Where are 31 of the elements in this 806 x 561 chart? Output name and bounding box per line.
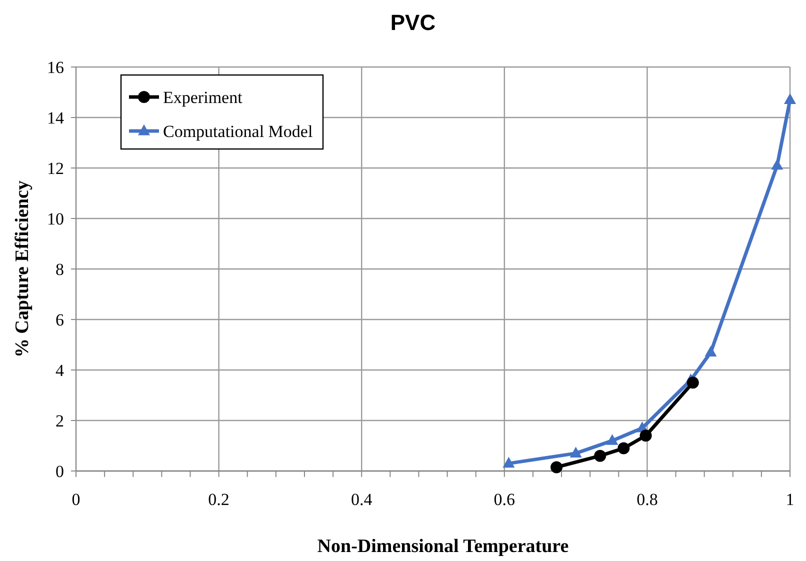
point (606, 434, 618, 445)
y-tick-label: 6 (56, 310, 64, 330)
legend-label: Experiment (163, 88, 243, 107)
point (640, 430, 652, 442)
y-axis-title: % Capture Efficiency (12, 180, 33, 358)
y-tick-label: 4 (56, 361, 64, 380)
point (784, 93, 796, 104)
x-tick-label: 0.4 (350, 490, 373, 509)
y-tick-label: 8 (56, 260, 64, 279)
y-tick-label: 14 (47, 108, 64, 128)
y-tick-label: 16 (47, 58, 64, 77)
x-tick-label: 0.6 (494, 490, 516, 509)
point (618, 442, 630, 454)
point (502, 456, 515, 468)
point (550, 461, 563, 474)
x-tick-label: 0 (72, 490, 80, 509)
point (570, 446, 582, 458)
point (704, 346, 717, 357)
x-tick-label: 0.2 (208, 490, 230, 509)
y-tick-label: 0 (56, 462, 64, 481)
x-tick-label: 1 (786, 490, 794, 509)
legend-label: Computational Model (163, 122, 313, 141)
x-tick-label: 0.8 (636, 490, 658, 509)
y-tick-label: 12 (47, 159, 64, 178)
x-axis-title: Non-Dimensional Temperature (317, 536, 569, 557)
point (594, 450, 606, 462)
y-tick-label: 10 (47, 210, 64, 228)
point (771, 158, 784, 170)
point (686, 376, 699, 389)
chart-title: PVC (390, 10, 436, 35)
y-tick-label: 2 (56, 412, 64, 430)
